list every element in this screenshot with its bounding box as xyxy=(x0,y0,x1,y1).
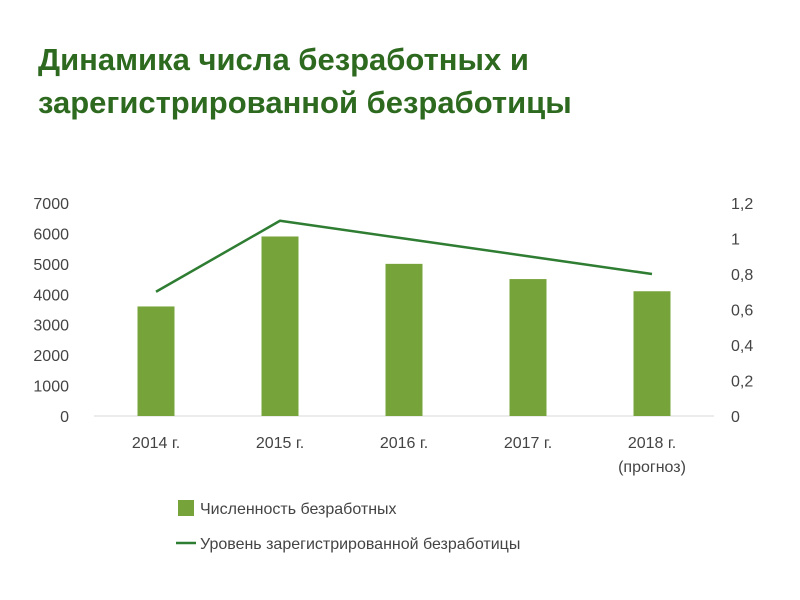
right-tick-label: 1 xyxy=(731,232,740,249)
right-tick-label: 0 xyxy=(731,409,740,426)
left-tick-label: 7000 xyxy=(33,196,69,213)
x-axis: 2014 г. 2015 г. 2016 г. 2017 г. 2018 г. (прог… xyxy=(132,435,686,476)
category-label-3: 2017 г. xyxy=(504,435,552,452)
bar-3 xyxy=(509,279,547,416)
left-tick-label: 3000 xyxy=(33,318,69,335)
left-tick-label: 0 xyxy=(60,409,69,426)
left-tick-label: 2000 xyxy=(33,348,69,365)
right-tick-label: 0,6 xyxy=(731,303,753,320)
chart-title-line-1: Динамика числа безработных и xyxy=(38,42,529,77)
legend: Численность безработных Уровень зарегистр… xyxy=(176,500,520,553)
right-tick-label: 0,2 xyxy=(731,374,753,391)
left-tick-label: 6000 xyxy=(33,226,69,243)
legend-label-bars: Численность безработных xyxy=(200,501,397,518)
category-label-4: (прогноз) xyxy=(618,459,686,476)
right-tick-label: 1,2 xyxy=(731,196,753,213)
category-label-1: 2015 г. xyxy=(256,435,304,452)
left-y-axis: 0 1000 2000 3000 4000 5000 6000 7000 xyxy=(33,196,69,426)
bar-4 xyxy=(633,291,671,416)
left-tick-label: 5000 xyxy=(33,257,69,274)
legend-label-line: Уровень зарегистрированной безработицы xyxy=(200,536,520,553)
right-tick-label: 0,4 xyxy=(731,338,753,355)
chart-title-line-2: зарегистрированной безработицы xyxy=(38,85,572,120)
line-series xyxy=(155,219,653,293)
bar-2 xyxy=(385,263,423,416)
right-y-axis: 0 0,2 0,4 0,6 0,8 1 1,2 xyxy=(731,196,753,426)
bar-0 xyxy=(137,306,175,416)
right-tick-label: 0,8 xyxy=(731,267,753,284)
chart-title: Динамика числа безработных и зарегистрир… xyxy=(38,38,758,124)
category-label-4: 2018 г. xyxy=(628,435,676,452)
bar-1 xyxy=(261,236,299,416)
category-label-0: 2014 г. xyxy=(132,435,180,452)
left-tick-label: 1000 xyxy=(33,379,69,396)
plot-area xyxy=(94,219,714,417)
category-label-2: 2016 г. xyxy=(380,435,428,452)
legend-swatch-bars xyxy=(178,500,194,516)
left-tick-label: 4000 xyxy=(33,287,69,304)
